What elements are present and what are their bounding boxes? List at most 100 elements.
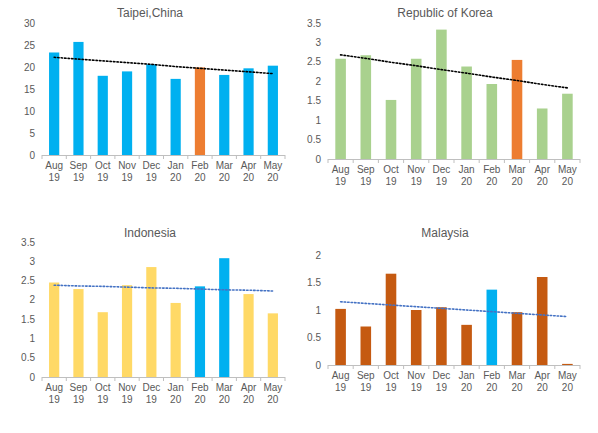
x-tick-mark bbox=[454, 159, 455, 163]
x-tick-label: Jan20 bbox=[459, 370, 475, 393]
x-tick-label: Aug19 bbox=[45, 382, 63, 405]
plot-area bbox=[335, 274, 572, 365]
bar bbox=[436, 307, 447, 365]
y-tick-label: 0 bbox=[315, 154, 321, 165]
y-tick-label: 0 bbox=[29, 372, 35, 383]
x-tick-mark bbox=[580, 159, 581, 163]
x-tick-label: Oct19 bbox=[95, 382, 111, 405]
x-tick-mark bbox=[114, 155, 115, 159]
x-tick-mark bbox=[66, 377, 67, 381]
x-tick-label: Jan20 bbox=[459, 164, 475, 187]
trend-line bbox=[54, 57, 273, 73]
x-tick-mark bbox=[504, 365, 505, 369]
trend-line bbox=[341, 55, 568, 88]
bar bbox=[512, 312, 523, 365]
bar bbox=[487, 84, 498, 159]
x-tick-mark bbox=[139, 155, 140, 159]
x-tick-mark bbox=[163, 377, 164, 381]
x-tick-mark bbox=[139, 377, 140, 381]
x-tick-label: Apr20 bbox=[241, 160, 257, 183]
x-tick-label: May20 bbox=[263, 382, 282, 405]
y-tick-label: 10 bbox=[24, 106, 36, 117]
x-tick-mark bbox=[554, 365, 555, 369]
bar bbox=[243, 294, 253, 377]
bar bbox=[195, 286, 205, 377]
bar bbox=[122, 285, 132, 377]
x-tick-label: Apr20 bbox=[241, 382, 257, 405]
x-tick-label: Apr20 bbox=[534, 370, 550, 393]
y-tick-label: 0 bbox=[315, 360, 321, 371]
bar bbox=[411, 59, 422, 159]
x-tick-label: Nov19 bbox=[118, 382, 136, 405]
y-tick-label: 2.5 bbox=[21, 275, 35, 286]
y-tick-label: 1.5 bbox=[21, 314, 35, 325]
bar bbox=[268, 66, 278, 155]
bar bbox=[537, 277, 548, 365]
x-tick-mark bbox=[328, 159, 329, 163]
bar bbox=[195, 67, 205, 155]
bar bbox=[411, 310, 422, 365]
x-tick-mark bbox=[504, 159, 505, 163]
y-tick-label: 3 bbox=[315, 37, 321, 48]
bar bbox=[268, 313, 278, 377]
x-tick-mark bbox=[479, 365, 480, 369]
bar bbox=[219, 75, 229, 155]
x-tick-mark bbox=[479, 159, 480, 163]
x-tick-mark bbox=[454, 365, 455, 369]
x-tick-mark bbox=[212, 155, 213, 159]
x-tick-mark bbox=[403, 159, 404, 163]
x-tick-label: Nov19 bbox=[407, 370, 425, 393]
y-tick-label: 3.5 bbox=[21, 237, 35, 248]
y-tick-label: 0.5 bbox=[21, 352, 35, 363]
x-tick-label: Jan20 bbox=[168, 160, 184, 183]
x-tick-label: Nov19 bbox=[407, 164, 425, 187]
x-tick-mark bbox=[114, 377, 115, 381]
x-tick-label: Aug19 bbox=[332, 370, 350, 393]
bar bbox=[171, 303, 181, 377]
y-tick-label: 3 bbox=[29, 256, 35, 267]
x-tick-label: May20 bbox=[558, 164, 577, 187]
x-tick-label: Feb20 bbox=[191, 382, 209, 405]
x-tick-label: Aug19 bbox=[45, 160, 63, 183]
x-tick-label: Dec19 bbox=[142, 160, 160, 183]
x-tick-label: Mar20 bbox=[508, 164, 526, 187]
bar bbox=[243, 68, 253, 155]
x-tick-label: May20 bbox=[263, 160, 282, 183]
trend-line bbox=[54, 285, 273, 291]
x-tick-mark bbox=[529, 159, 530, 163]
bar bbox=[49, 52, 59, 155]
y-tick-label: 0.5 bbox=[307, 332, 321, 343]
figure: Taipei,China051015202530Aug19Sep19Oct19N… bbox=[0, 0, 598, 433]
bar bbox=[562, 94, 573, 159]
x-tick-label: Mar20 bbox=[216, 160, 234, 183]
bar bbox=[219, 258, 229, 377]
y-tick-label: 1 bbox=[29, 333, 35, 344]
x-tick-mark bbox=[90, 377, 91, 381]
bar bbox=[386, 100, 397, 159]
chart-title: Republic of Korea bbox=[397, 6, 493, 20]
x-tick-mark bbox=[212, 377, 213, 381]
bar bbox=[335, 59, 346, 159]
x-tick-label: Aug19 bbox=[332, 164, 350, 187]
bar bbox=[386, 274, 397, 365]
chart-panel: Indonesia00.511.522.533.5Aug19Sep19Oct19… bbox=[21, 226, 285, 405]
y-tick-label: 20 bbox=[24, 62, 36, 73]
y-tick-label: 2 bbox=[315, 76, 321, 87]
x-tick-label: Apr20 bbox=[534, 164, 550, 187]
x-tick-label: Mar20 bbox=[216, 382, 234, 405]
x-tick-label: Feb20 bbox=[483, 164, 501, 187]
plot-area bbox=[49, 42, 278, 155]
x-tick-mark bbox=[260, 377, 261, 381]
x-tick-label: Feb20 bbox=[483, 370, 501, 393]
y-tick-label: 2 bbox=[315, 250, 321, 261]
x-tick-mark bbox=[187, 155, 188, 159]
bar bbox=[98, 312, 108, 377]
y-tick-label: 1.5 bbox=[307, 95, 321, 106]
x-tick-label: Sep19 bbox=[357, 370, 375, 393]
bar bbox=[487, 290, 498, 365]
bar bbox=[537, 108, 548, 159]
chart-panel: Republic of Korea00.511.522.533.5Aug19Se… bbox=[307, 6, 580, 187]
x-tick-label: Sep19 bbox=[70, 382, 88, 405]
x-tick-mark bbox=[328, 365, 329, 369]
bar bbox=[361, 55, 372, 159]
